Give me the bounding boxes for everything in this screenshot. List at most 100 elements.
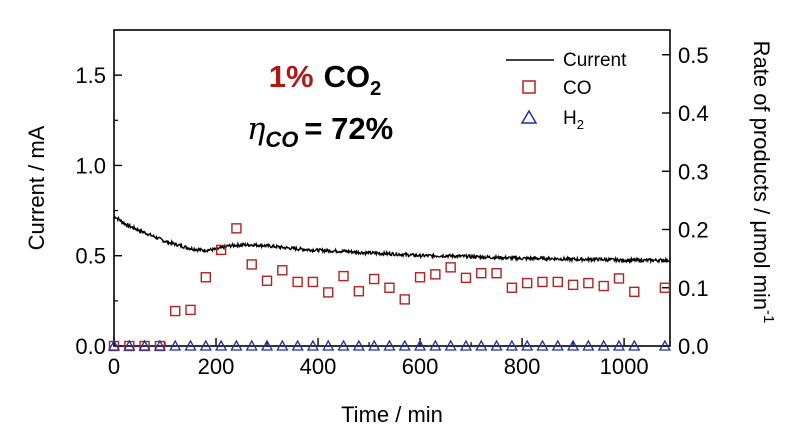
x-axis-title: Time / min xyxy=(341,402,443,427)
co-point xyxy=(552,276,563,288)
y-axis-left-title: Current / mA xyxy=(24,125,49,250)
h2-point xyxy=(475,339,488,351)
h2-point xyxy=(429,339,442,351)
legend-h2-label: H2 xyxy=(563,108,584,132)
h2-point xyxy=(230,339,243,351)
legend: Current CO H2 xyxy=(506,50,627,132)
h2-point xyxy=(459,339,473,351)
y-axis-left: 0.0 0.5 1.0 1.5 xyxy=(75,63,122,359)
annotation-line1: 1% CO2 xyxy=(269,59,381,100)
co-point xyxy=(384,282,395,293)
co-point xyxy=(521,277,533,289)
y-axis-right-title: Rate of products / μmol min-1 xyxy=(749,41,777,324)
h2-point xyxy=(138,339,151,351)
co-point xyxy=(414,272,426,283)
annotation-line2: ηCO = 72% xyxy=(247,111,393,152)
y-left-tick-label: 0.5 xyxy=(75,244,106,269)
annotation-gas: CO xyxy=(324,59,371,94)
h2-point xyxy=(169,339,182,351)
y-right-tick-label: 0.3 xyxy=(678,159,709,184)
co-point xyxy=(246,259,257,270)
co-point xyxy=(185,304,196,316)
legend-h2-label-sub: 2 xyxy=(577,117,584,132)
y-left-tick-label: 1.5 xyxy=(75,63,106,88)
h2-point xyxy=(521,339,534,351)
h2-point xyxy=(597,339,610,351)
co-point xyxy=(353,286,365,297)
h2-point xyxy=(337,339,350,351)
h2-point xyxy=(153,339,167,351)
h2-point xyxy=(551,339,564,351)
annotation-value: = 72% xyxy=(304,111,393,146)
co-point xyxy=(583,277,594,289)
legend-h2-marker xyxy=(520,109,538,124)
co-point xyxy=(215,244,227,256)
co-point xyxy=(338,270,349,282)
h2-point xyxy=(199,339,212,351)
legend-h2-label-base: H xyxy=(563,108,577,129)
h2-point xyxy=(352,339,365,351)
annotation: 1% CO2 ηCO = 72% xyxy=(247,59,393,152)
h2-point xyxy=(184,339,197,351)
y-right-tick-label: 0.1 xyxy=(678,276,709,301)
co-point xyxy=(200,272,212,283)
h2-point xyxy=(628,339,641,351)
h2-point xyxy=(612,339,626,351)
x-tick-label: 1000 xyxy=(600,354,649,379)
y-axis-right-title-sup: -1 xyxy=(760,310,777,323)
h2-point xyxy=(322,339,335,351)
co-point xyxy=(292,276,303,288)
co-point xyxy=(261,275,273,286)
co-point xyxy=(659,282,671,293)
legend-co-marker xyxy=(522,80,536,94)
legend-co-label: CO xyxy=(563,78,592,99)
h2-point xyxy=(490,339,503,351)
y-left-tick-label: 0.0 xyxy=(75,334,106,359)
x-tick-label: 800 xyxy=(504,354,541,379)
y-axis-right: 0.0 0.1 0.2 0.3 0.4 0.5 xyxy=(662,43,709,359)
co-point xyxy=(445,262,456,273)
h2-point xyxy=(444,339,457,351)
h2-point xyxy=(398,339,411,351)
h2-point xyxy=(566,339,580,351)
h2-point xyxy=(413,339,427,351)
y-right-tick-label: 0.4 xyxy=(678,101,709,126)
y-axis-right-title-group: Rate of products / μmol min-1 xyxy=(749,41,777,324)
h2-point xyxy=(276,339,289,351)
co-point xyxy=(506,282,518,293)
x-tick-label: 400 xyxy=(300,354,337,379)
h2-point xyxy=(658,339,672,351)
x-tick-label: 200 xyxy=(198,354,235,379)
h2-point xyxy=(260,339,274,351)
h2-point xyxy=(107,339,121,351)
annotation-eta: η xyxy=(247,111,266,147)
co-point xyxy=(368,273,380,285)
y-left-tick-label: 1.0 xyxy=(75,153,106,178)
co-point xyxy=(476,267,487,279)
series-layer xyxy=(107,215,672,352)
y-axis-right-title-main: Rate of products / μmol min xyxy=(749,41,774,310)
co-point xyxy=(399,294,410,305)
co-point xyxy=(567,279,579,291)
annotation-percent: 1% xyxy=(269,59,314,94)
co-point xyxy=(307,276,319,288)
co-point xyxy=(598,280,609,292)
h2-point xyxy=(582,339,595,351)
h2-point xyxy=(123,339,136,351)
annotation-gas-sub: 2 xyxy=(370,78,381,100)
co-point xyxy=(491,267,502,279)
y-right-tick-label: 0.2 xyxy=(678,218,709,243)
co-point xyxy=(629,286,640,298)
h2-point xyxy=(306,339,320,351)
co-point xyxy=(170,305,181,317)
x-tick-label: 0 xyxy=(108,354,120,379)
legend-current-label: Current xyxy=(563,50,627,71)
co-point xyxy=(430,269,441,280)
co-point xyxy=(613,273,625,284)
co-point xyxy=(277,265,288,276)
co-point xyxy=(323,287,334,298)
co-point xyxy=(231,223,242,234)
h2-point xyxy=(505,339,518,351)
h2-point xyxy=(383,339,396,351)
